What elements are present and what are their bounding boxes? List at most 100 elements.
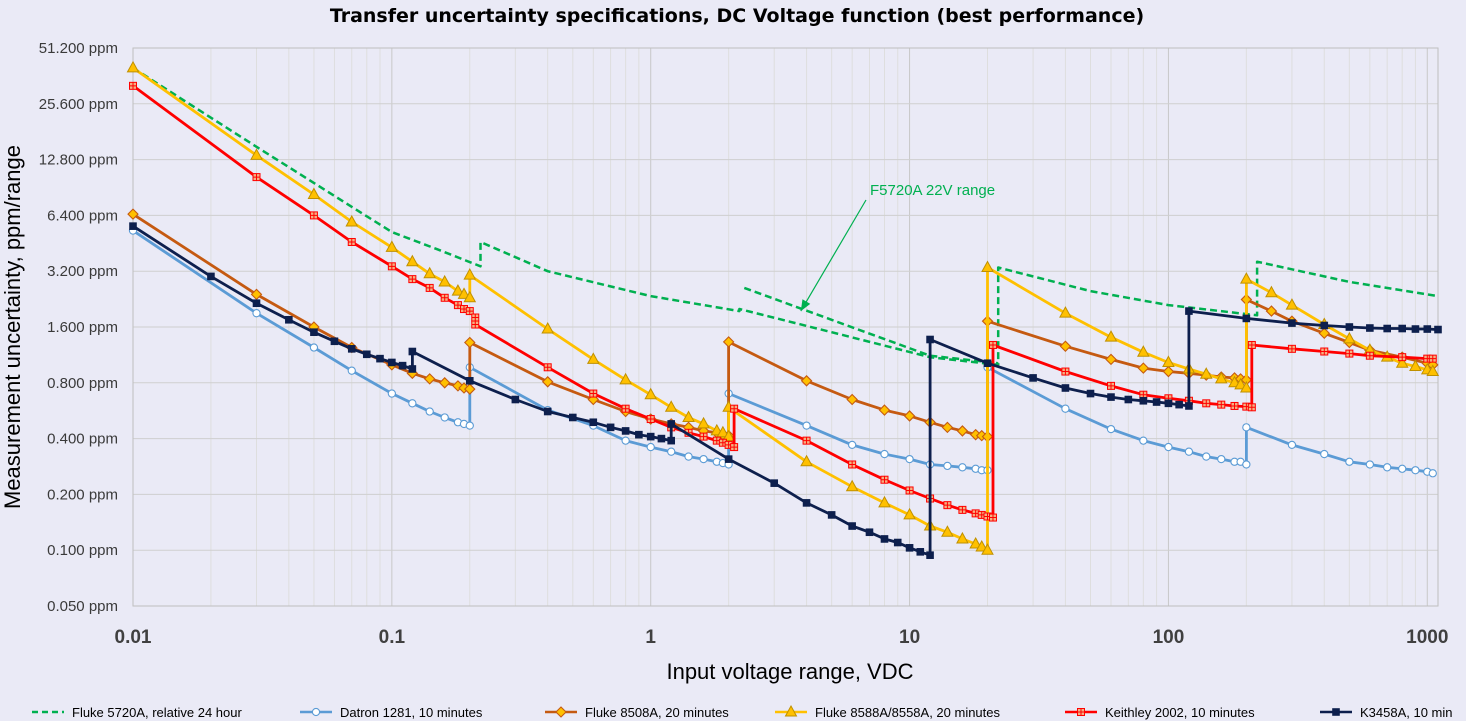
data-point-cross <box>426 284 434 292</box>
data-point <box>1059 306 1072 318</box>
data-point <box>385 240 399 252</box>
data-point <box>423 373 436 385</box>
data-point <box>207 272 215 281</box>
data-point <box>126 60 140 73</box>
series-k3458a-10-min <box>129 222 1442 559</box>
data-point <box>1265 285 1278 298</box>
data-point-cross <box>1320 348 1328 356</box>
data-point-cross <box>253 173 261 181</box>
data-point-cross <box>730 405 738 413</box>
data-point <box>511 395 520 404</box>
x-tick-label: 10 <box>899 627 920 648</box>
data-point <box>129 222 137 230</box>
data-point <box>543 407 552 416</box>
data-point <box>362 350 371 359</box>
data-point <box>440 413 449 422</box>
data-point <box>784 704 798 717</box>
data-point <box>956 531 969 544</box>
data-point <box>347 366 356 375</box>
data-point-cross <box>1248 403 1256 411</box>
data-point <box>451 284 465 296</box>
data-point <box>376 354 384 363</box>
legend-item: Datron 1281, 10 minutes <box>300 705 483 720</box>
data-point <box>802 421 811 430</box>
data-point <box>1426 364 1440 377</box>
data-point <box>878 404 891 416</box>
y-tick-label: 6.400 ppm <box>47 207 118 224</box>
data-point <box>1395 356 1409 368</box>
y-tick-label: 12.800 ppm <box>39 152 118 169</box>
y-tick-label: 25.600 ppm <box>39 96 118 113</box>
data-point-cross <box>310 211 318 219</box>
data-point <box>1185 402 1193 410</box>
x-tick-label: 1 <box>645 627 656 648</box>
data-point-cross <box>471 314 479 322</box>
data-point <box>388 358 396 367</box>
data-point <box>1059 340 1072 353</box>
legend-label: Keithley 2002, 10 minutes <box>1105 705 1255 720</box>
data-point <box>800 454 813 467</box>
data-point <box>310 328 318 336</box>
data-point <box>1240 380 1253 393</box>
data-point-cross <box>348 238 356 246</box>
y-tick-label: 0.100 ppm <box>47 542 118 559</box>
series-line <box>132 66 1434 552</box>
data-point-cross <box>1107 382 1115 390</box>
data-point-cross <box>943 501 951 509</box>
data-point <box>457 287 471 299</box>
data-point <box>646 432 655 441</box>
data-point <box>387 389 397 398</box>
y-tick-label: 51.200 ppm <box>39 40 118 57</box>
annotation-arrow <box>800 199 867 312</box>
data-point <box>1365 460 1375 469</box>
data-point <box>981 543 994 555</box>
data-point-cross <box>1248 341 1256 349</box>
data-point <box>311 707 321 717</box>
data-point <box>667 420 676 428</box>
data-point <box>1383 324 1391 333</box>
data-point-cross <box>989 514 997 522</box>
data-point-cross <box>129 82 137 90</box>
series-fluke-5720a-relative-24-hour <box>132 66 1439 367</box>
y-tick-label: 1.600 ppm <box>47 319 118 336</box>
data-point <box>770 479 779 487</box>
data-point <box>541 376 554 388</box>
data-point <box>903 507 916 520</box>
x-tick-label: 1000 <box>1406 627 1448 648</box>
data-point <box>802 499 811 507</box>
annotation-layer: F5720A 22V range <box>800 182 995 312</box>
data-point <box>657 434 666 443</box>
data-point <box>309 343 319 352</box>
data-point <box>983 359 992 368</box>
data-point <box>1285 298 1299 310</box>
series-line <box>743 286 999 365</box>
data-point <box>847 440 857 450</box>
data-point <box>555 706 567 718</box>
data-point <box>848 522 856 530</box>
data-point <box>1106 424 1116 434</box>
data-point <box>667 436 676 445</box>
data-point <box>127 208 139 220</box>
legend-label: K3458A, 10 min <box>1360 705 1453 720</box>
data-point-cross <box>906 486 914 494</box>
data-point-cross <box>1202 399 1210 407</box>
data-point <box>941 421 954 434</box>
data-point <box>619 372 632 385</box>
data-point <box>1029 374 1037 382</box>
data-point <box>465 377 474 385</box>
data-point-cross <box>441 294 449 302</box>
data-point <box>1428 469 1437 478</box>
data-point <box>878 495 891 508</box>
data-point <box>1343 331 1356 344</box>
data-point <box>697 416 710 429</box>
data-point <box>1234 377 1247 390</box>
data-point-cross <box>958 506 966 514</box>
data-point <box>1152 398 1161 406</box>
data-point <box>463 268 477 280</box>
chart-title: Transfer uncertainty specifications, DC … <box>330 5 1144 27</box>
data-point <box>1217 454 1226 464</box>
data-point-cross <box>388 262 396 270</box>
series-f5720a-22v-range <box>743 286 999 365</box>
